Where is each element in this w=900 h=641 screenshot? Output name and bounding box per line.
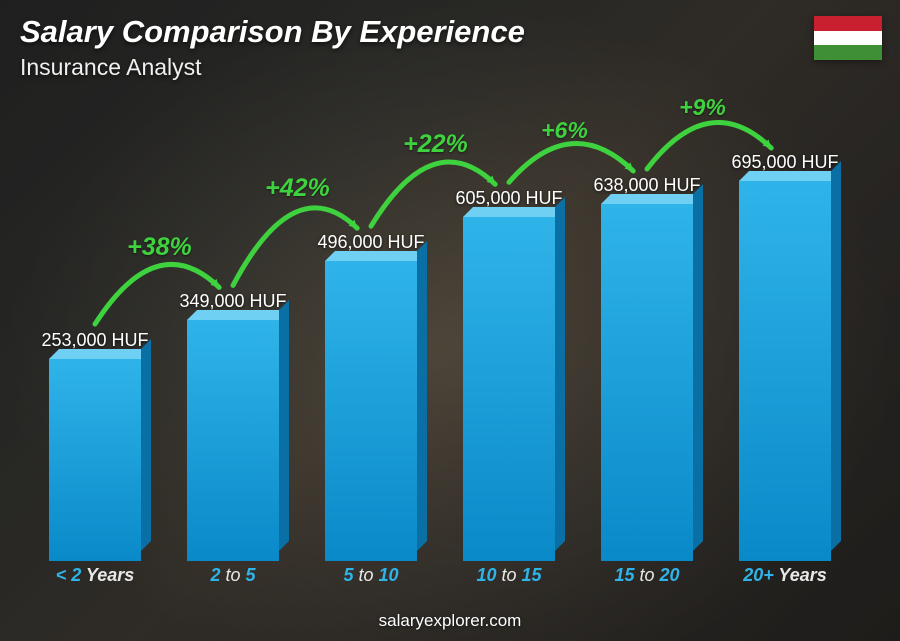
footer-credit: salaryexplorer.com — [0, 611, 900, 631]
x-label: 2 to 5 — [178, 565, 288, 591]
bar-top-face — [463, 207, 565, 217]
x-label: 15 to 20 — [592, 565, 702, 591]
chart-canvas: Salary Comparison By Experience Insuranc… — [0, 0, 900, 641]
bar-top-face — [601, 194, 703, 204]
value-label: 638,000 HUF — [593, 175, 700, 196]
bar-front-face — [187, 320, 279, 561]
x-label: < 2 Years — [40, 565, 150, 591]
bar — [739, 181, 831, 561]
bar-side-face — [141, 339, 151, 551]
value-label: 695,000 HUF — [731, 152, 838, 173]
bar-front-face — [325, 261, 417, 561]
chart-subtitle: Insurance Analyst — [20, 54, 202, 81]
bar-front-face — [739, 181, 831, 561]
x-label: 5 to 10 — [316, 565, 426, 591]
bar-top-face — [187, 310, 289, 320]
bar-column: 605,000 HUF — [454, 188, 564, 561]
chart-area: 253,000 HUF 349,000 HUF 496,000 HUF 605,000… — [26, 90, 854, 591]
value-label: 253,000 HUF — [41, 330, 148, 351]
x-labels: < 2 Years 2 to 5 5 to 10 10 to 15 15 to 20 20… — [26, 565, 854, 591]
bar-column: 638,000 HUF — [592, 175, 702, 561]
bar-side-face — [555, 197, 565, 551]
chart-title: Salary Comparison By Experience — [20, 14, 525, 50]
bar-column: 253,000 HUF — [40, 330, 150, 561]
bar-front-face — [601, 204, 693, 561]
bar-top-face — [49, 349, 151, 359]
bar — [601, 204, 693, 561]
flag-stripe-1 — [814, 16, 882, 31]
bar — [49, 359, 141, 561]
bar-column: 695,000 HUF — [730, 152, 840, 561]
bar — [187, 320, 279, 561]
x-label: 10 to 15 — [454, 565, 564, 591]
flag-icon — [814, 16, 882, 60]
bars-container: 253,000 HUF 349,000 HUF 496,000 HUF 605,000… — [26, 90, 854, 561]
bar-side-face — [279, 300, 289, 551]
x-label: 20+ Years — [730, 565, 840, 591]
flag-stripe-2 — [814, 31, 882, 46]
bar-top-face — [325, 251, 427, 261]
bar-side-face — [417, 241, 427, 551]
bar-side-face — [831, 161, 841, 551]
bar-front-face — [463, 217, 555, 561]
bar-side-face — [693, 184, 703, 551]
bar-column: 496,000 HUF — [316, 232, 426, 561]
bar-column: 349,000 HUF — [178, 291, 288, 561]
bar — [463, 217, 555, 561]
bar-top-face — [739, 171, 841, 181]
flag-stripe-3 — [814, 45, 882, 60]
bar — [325, 261, 417, 561]
bar-front-face — [49, 359, 141, 561]
